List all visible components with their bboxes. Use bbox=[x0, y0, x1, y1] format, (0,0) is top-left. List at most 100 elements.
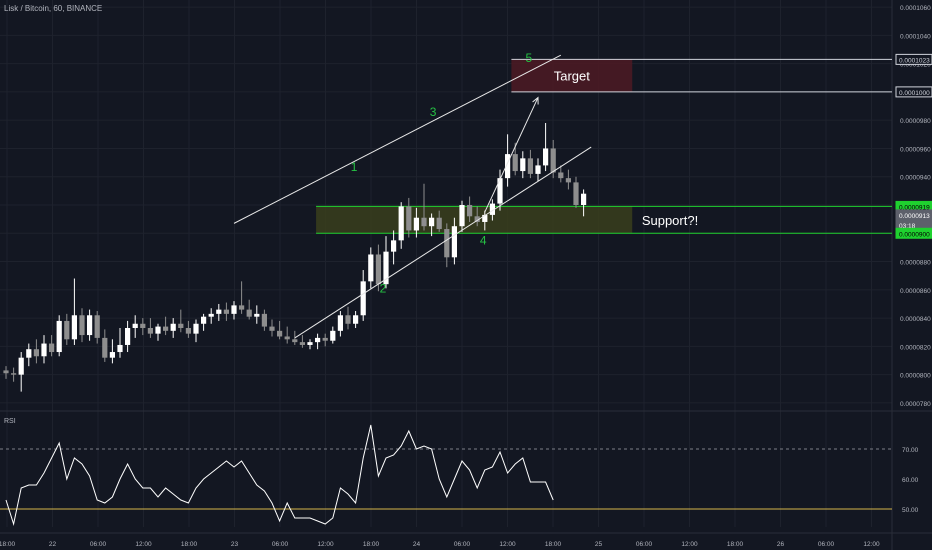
candle bbox=[315, 333, 321, 350]
candle-body bbox=[132, 323, 138, 328]
time-axis-label: 06:00 bbox=[454, 541, 471, 548]
candle-body bbox=[64, 320, 70, 340]
candle bbox=[140, 318, 146, 336]
time-axis-label: 12:00 bbox=[135, 541, 152, 548]
symbol-title[interactable]: Lisk / Bitcoin, 60, BINANCE bbox=[4, 4, 103, 13]
time-axis-label: 18:00 bbox=[0, 541, 16, 548]
time-axis-label: 26 bbox=[777, 541, 785, 548]
candle bbox=[543, 123, 549, 172]
candle-body bbox=[3, 370, 9, 374]
candle-body bbox=[489, 203, 495, 215]
candle bbox=[520, 151, 526, 179]
candle bbox=[413, 207, 419, 238]
candle-body bbox=[18, 357, 24, 375]
price-tag: 0.0001000 bbox=[895, 86, 932, 98]
candle-body bbox=[269, 326, 275, 331]
candle-body bbox=[535, 165, 541, 174]
candle bbox=[535, 158, 541, 181]
upper-channel-line bbox=[233, 54, 562, 224]
time-axis-label: 06:00 bbox=[818, 541, 835, 548]
grid-lines bbox=[0, 0, 892, 527]
candle-body bbox=[140, 323, 146, 328]
wave-label: 2 bbox=[380, 282, 387, 296]
candle bbox=[178, 309, 184, 333]
candle-body bbox=[581, 193, 587, 205]
price-tag-label: 0.0000900 bbox=[899, 231, 930, 238]
candle bbox=[360, 270, 366, 321]
candle bbox=[147, 318, 153, 338]
price-axis-label: 0.0000840 bbox=[900, 316, 931, 323]
candle bbox=[26, 343, 32, 367]
time-axis-label: 12:00 bbox=[499, 541, 516, 548]
wave-label: 4 bbox=[480, 234, 487, 248]
candle-body bbox=[315, 337, 321, 343]
time-axis-label: 18:00 bbox=[181, 541, 198, 548]
projection-arrow bbox=[484, 97, 539, 213]
candle bbox=[436, 210, 442, 232]
candles bbox=[3, 123, 587, 392]
price-tag-box bbox=[895, 86, 932, 98]
candle bbox=[398, 202, 404, 249]
time-axis-label: 06:00 bbox=[90, 541, 107, 548]
candle bbox=[284, 326, 290, 344]
candle bbox=[307, 339, 313, 350]
candle bbox=[41, 335, 47, 364]
candle bbox=[208, 308, 214, 324]
candle bbox=[109, 339, 115, 364]
candle-body bbox=[246, 309, 252, 317]
candle-body bbox=[109, 352, 115, 358]
candle-body bbox=[444, 229, 450, 258]
candle-body bbox=[201, 316, 207, 324]
candle bbox=[185, 320, 191, 338]
candle-body bbox=[467, 205, 473, 217]
candle bbox=[231, 301, 237, 320]
lower-channel-line bbox=[294, 146, 592, 339]
price-axis-label: 0.0000960 bbox=[900, 146, 931, 153]
target-zone bbox=[511, 59, 633, 92]
price-axis-label: 0.0000880 bbox=[900, 260, 931, 267]
candle-body bbox=[451, 226, 457, 258]
candle bbox=[497, 169, 503, 211]
candle bbox=[155, 323, 161, 341]
time-axis-label: 18:00 bbox=[363, 541, 380, 548]
candle-body bbox=[322, 337, 328, 341]
candle bbox=[33, 339, 39, 364]
price-tag: 0.0000913 bbox=[895, 209, 932, 221]
time-axis-label: 23 bbox=[231, 541, 239, 548]
candle bbox=[330, 326, 336, 344]
price-tag-label: 0.0000919 bbox=[899, 204, 930, 211]
candle bbox=[368, 247, 374, 289]
price-axis-label: 0.0000800 bbox=[900, 373, 931, 380]
candle-body bbox=[459, 205, 465, 227]
candle bbox=[132, 315, 138, 338]
candle bbox=[170, 318, 176, 338]
candle-body bbox=[307, 342, 313, 345]
candle bbox=[117, 328, 123, 358]
candle-body bbox=[527, 158, 533, 174]
time-axis-label: 18:00 bbox=[727, 541, 744, 548]
candle-body bbox=[474, 216, 480, 222]
candle-body bbox=[87, 315, 93, 336]
candle-body bbox=[117, 344, 123, 353]
candle bbox=[527, 149, 533, 179]
support-zone bbox=[316, 206, 633, 234]
candle bbox=[261, 309, 267, 331]
candle bbox=[201, 313, 207, 331]
rsi-line bbox=[5, 424, 554, 526]
candle-body bbox=[170, 323, 176, 331]
candle-body bbox=[406, 206, 412, 231]
candle-body bbox=[429, 217, 435, 227]
candle bbox=[277, 320, 283, 340]
rsi-pane-label: RSI bbox=[4, 418, 16, 425]
candle bbox=[505, 134, 511, 187]
candle-body bbox=[520, 158, 526, 172]
projection-arrow-head bbox=[532, 96, 539, 105]
candle-body bbox=[147, 328, 153, 334]
candle bbox=[18, 352, 24, 392]
price-axis-label: 0.0001060 bbox=[900, 5, 931, 12]
candle-body bbox=[155, 326, 161, 334]
rsi-axis-label: 60.00 bbox=[902, 477, 919, 484]
wave-label: 3 bbox=[430, 105, 437, 119]
